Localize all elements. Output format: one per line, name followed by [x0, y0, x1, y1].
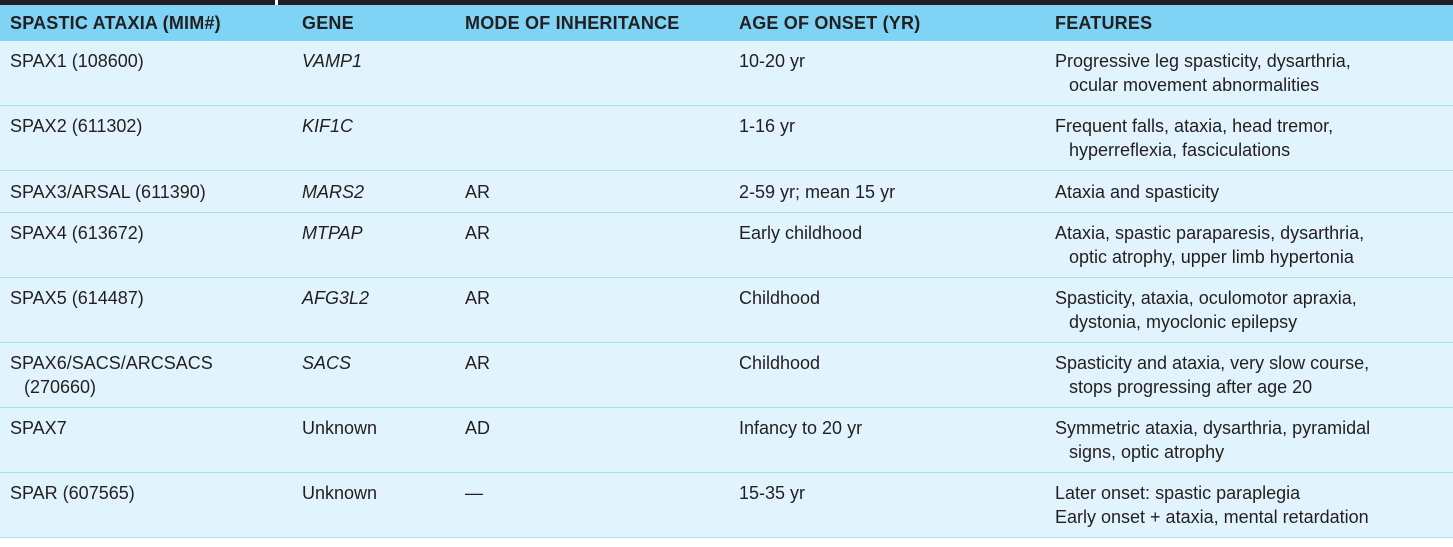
ataxia-line: SPAX1 (108600) — [10, 51, 144, 71]
top-rule-gap — [275, 0, 278, 5]
feature-line: Ataxia, spastic paraparesis, dysarthria, — [1055, 223, 1365, 243]
cell-spastic-ataxia: SPAX3/ARSAL (611390) — [0, 171, 292, 213]
table-row: SPAX1 (108600) VAMP1 10-20 yr Progressiv… — [0, 41, 1453, 106]
table-row: SPAR (607565) Unknown — 15-35 yr Later o… — [0, 472, 1453, 538]
cell-features: Later onset: spastic paraplegia Early on… — [1045, 473, 1453, 538]
cell-onset: Childhood — [739, 288, 821, 308]
cell-features: Progressive leg spasticity, dysarthria, … — [1045, 41, 1453, 106]
cell-spastic-ataxia: SPAX2 (611302) — [0, 106, 292, 171]
header-age-of-onset: AGE OF ONSET (YR) — [739, 12, 921, 33]
cell-gene: MARS2 — [302, 182, 365, 202]
cell-features: Ataxia and spasticity — [1045, 171, 1453, 213]
cell-features: Spasticity and ataxia, very slow course,… — [1045, 343, 1453, 408]
ataxia-line: SPAR (607565) — [10, 483, 135, 503]
top-rule — [0, 0, 1453, 5]
feature-line: Symmetric ataxia, dysarthria, pyramidal — [1055, 418, 1371, 438]
table-header-row: SPASTIC ATAXIA (MIM#) GENE MODE OF INHER… — [0, 5, 1453, 41]
table-row: SPAX4 (613672) MTPAP AR Early childhood … — [0, 212, 1453, 278]
feature-line: optic atrophy, upper limb hypertonia — [1069, 247, 1354, 267]
table-row: SPAX3/ARSAL (611390) MARS2 AR 2-59 yr; m… — [0, 170, 1453, 213]
ataxia-line: SPAX3/ARSAL (611390) — [10, 182, 206, 202]
cell-onset: 2-59 yr; mean 15 yr — [739, 182, 896, 202]
cell-features: Frequent falls, ataxia, head tremor, hyp… — [1045, 106, 1453, 171]
cell-spastic-ataxia: SPAR (607565) — [0, 473, 292, 538]
feature-line: Spasticity and ataxia, very slow course, — [1055, 353, 1370, 373]
cell-spastic-ataxia: SPAX5 (614487) — [0, 278, 292, 343]
cell-gene: Unknown — [302, 418, 378, 438]
cell-onset: Infancy to 20 yr — [739, 418, 863, 438]
cell-features: Spasticity, ataxia, oculomotor apraxia, … — [1045, 278, 1453, 343]
feature-line: Ataxia and spasticity — [1055, 182, 1220, 202]
feature-line: Later onset: spastic paraplegia — [1055, 483, 1301, 503]
header-features: FEATURES — [1055, 12, 1153, 33]
cell-gene: SACS — [302, 353, 352, 373]
ataxia-line: SPAX6/SACS/ARCSACS — [10, 353, 213, 373]
ataxia-line: SPAX7 — [10, 418, 67, 438]
cell-inheritance: — — [465, 483, 483, 503]
ataxia-line: SPAX2 (611302) — [10, 116, 143, 136]
table-row: SPAX7 Unknown AD Infancy to 20 yr Symmet… — [0, 407, 1453, 473]
feature-line: Early onset + ataxia, mental retardation — [1055, 507, 1369, 527]
cell-spastic-ataxia: SPAX1 (108600) — [0, 41, 292, 106]
header-gene: GENE — [302, 12, 354, 33]
cell-inheritance: AR — [465, 288, 491, 308]
feature-line: hyperreflexia, fasciculations — [1069, 140, 1291, 160]
cell-onset: Early childhood — [739, 223, 863, 243]
cell-inheritance — [455, 106, 729, 171]
cell-gene: KIF1C — [302, 116, 354, 136]
table-row: SPAX2 (611302) KIF1C 1-16 yr Frequent fa… — [0, 105, 1453, 171]
cell-inheritance: AD — [465, 418, 491, 438]
feature-line: ocular movement abnormalities — [1069, 75, 1320, 95]
feature-line: Spasticity, ataxia, oculomotor apraxia, — [1055, 288, 1357, 308]
feature-line: Frequent falls, ataxia, head tremor, — [1055, 116, 1334, 136]
table-row: SPAX5 (614487) AFG3L2 AR Childhood Spast… — [0, 277, 1453, 343]
cell-inheritance: AR — [465, 353, 491, 373]
cell-inheritance — [455, 41, 729, 106]
cell-gene: AFG3L2 — [302, 288, 370, 308]
cell-spastic-ataxia: SPAX7 — [0, 408, 292, 473]
feature-line: stops progressing after age 20 — [1069, 377, 1313, 397]
header-spastic-ataxia: SPASTIC ATAXIA (MIM#) — [10, 12, 221, 33]
cell-onset: 15-35 yr — [739, 483, 806, 503]
feature-line: Progressive leg spasticity, dysarthria, — [1055, 51, 1351, 71]
cell-inheritance: AR — [465, 182, 491, 202]
cell-onset: 1-16 yr — [739, 116, 796, 136]
cell-gene: VAMP1 — [302, 51, 363, 71]
cell-features: Symmetric ataxia, dysarthria, pyramidal … — [1045, 408, 1453, 473]
cell-spastic-ataxia: SPAX6/SACS/ARCSACS (270660) — [0, 343, 292, 408]
cell-gene: MTPAP — [302, 223, 363, 243]
cell-onset: 10-20 yr — [739, 51, 806, 71]
feature-line: signs, optic atrophy — [1069, 442, 1225, 462]
header-mode-of-inheritance: MODE OF INHERITANCE — [465, 12, 680, 33]
cell-features: Ataxia, spastic paraparesis, dysarthria,… — [1045, 213, 1453, 278]
table-row: SPAX6/SACS/ARCSACS (270660) SACS AR Chil… — [0, 342, 1453, 408]
ataxia-line: SPAX4 (613672) — [10, 223, 144, 243]
cell-inheritance: AR — [465, 223, 491, 243]
cell-spastic-ataxia: SPAX4 (613672) — [0, 213, 292, 278]
cell-gene: Unknown — [302, 483, 378, 503]
feature-line: dystonia, myoclonic epilepsy — [1069, 312, 1298, 332]
ataxia-line: (270660) — [24, 377, 97, 397]
ataxia-line: SPAX5 (614487) — [10, 288, 144, 308]
cell-onset: Childhood — [739, 353, 821, 373]
spastic-ataxia-table: SPASTIC ATAXIA (MIM#) GENE MODE OF INHER… — [0, 5, 1453, 538]
